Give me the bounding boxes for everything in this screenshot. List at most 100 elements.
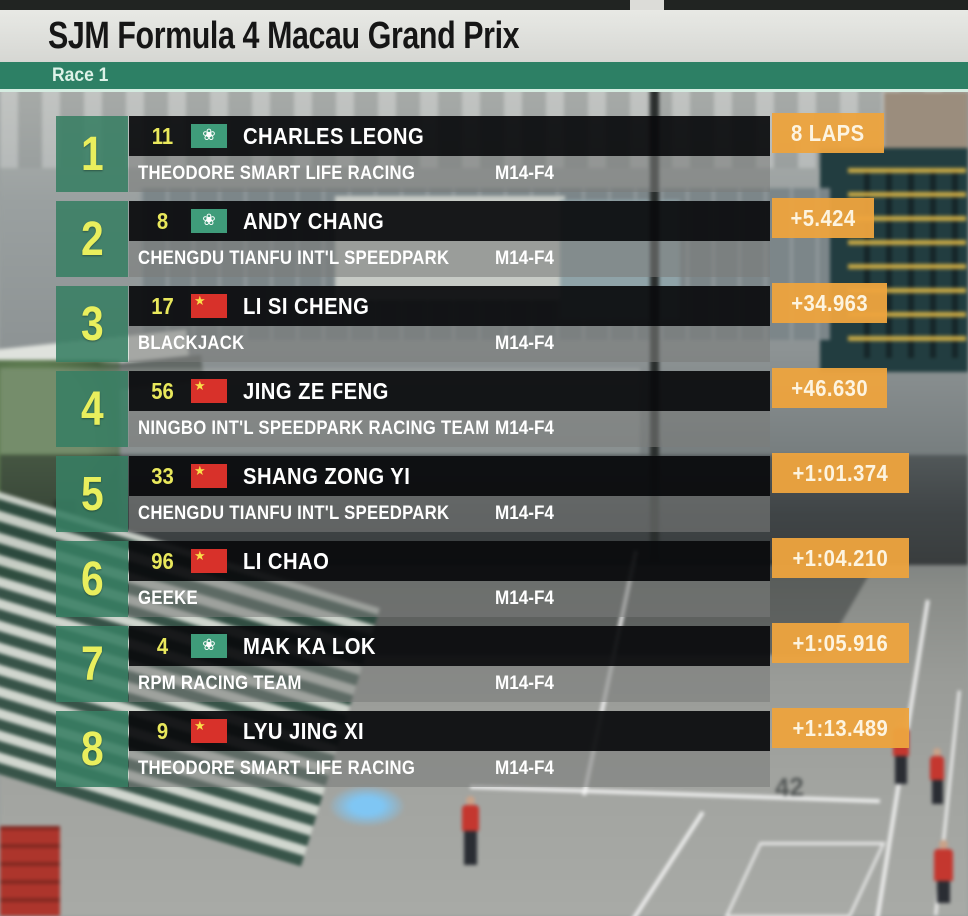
gap-value: +1:01.374 (792, 459, 889, 486)
lotus-glyph: ❀ (202, 127, 216, 144)
china-flag-icon: ★ (191, 294, 227, 318)
driver-line: 11 ❀ CHARLES LEONG (129, 116, 770, 156)
event-title: SJM Formula 4 Macau Grand Prix (48, 14, 520, 57)
china-flag-icon: ★ (191, 719, 227, 743)
position-box: 4 (56, 371, 128, 447)
team-line: THEODORE SMART LIFE RACING M14-F4 (129, 751, 770, 787)
row-main: 33 ★ SHANG ZONG YI CHENGDU TIANFU INT'L … (129, 456, 770, 532)
car-class: M14-F4 (495, 673, 554, 694)
gap-value: +1:13.489 (792, 714, 889, 741)
car-number: 9 (156, 717, 169, 744)
gap-badge: +1:05.916 (772, 623, 909, 663)
position-number: 7 (80, 637, 104, 691)
position-number: 5 (80, 467, 104, 521)
car-number: 17 (151, 292, 174, 319)
position-box: 1 (56, 116, 128, 192)
driver-name: JING ZE FENG (243, 377, 389, 404)
gap-badge: +46.630 (772, 368, 888, 408)
lotus-glyph: ❀ (202, 637, 216, 654)
star-glyph: ★ (194, 378, 206, 393)
car-class: M14-F4 (495, 758, 554, 779)
gap-badge: +1:01.374 (772, 453, 909, 493)
china-flag-icon: ★ (191, 464, 227, 488)
result-row: 5 33 ★ SHANG ZONG YI CHENGDU TIANFU INT'… (0, 453, 968, 532)
car-class: M14-F4 (495, 418, 554, 439)
row-main: 8 ❀ ANDY CHANG CHENGDU TIANFU INT'L SPEE… (129, 201, 770, 277)
result-row: 8 9 ★ LYU JING XI THEODORE SMART LIFE RA… (0, 708, 968, 787)
team-line: CHENGDU TIANFU INT'L SPEEDPARK M14-F4 (129, 241, 770, 277)
gap-value: +34.963 (791, 289, 869, 316)
team-line: BLACKJACK M14-F4 (129, 326, 770, 362)
gap-value: +46.630 (791, 374, 869, 401)
result-row: 3 17 ★ LI SI CHENG BLACKJACK M14-F4 +34.… (0, 283, 968, 362)
position-box: 6 (56, 541, 128, 617)
china-flag-icon: ★ (191, 379, 227, 403)
session-bar: Race 1 (0, 62, 968, 89)
position-box: 7 (56, 626, 128, 702)
lotus-glyph: ❀ (202, 212, 216, 229)
gap-badge: +5.424 (772, 198, 874, 238)
macau-flag-icon: ❀ (191, 634, 227, 658)
driver-name: LYU JING XI (243, 717, 365, 744)
position-box: 8 (56, 711, 128, 787)
star-glyph: ★ (194, 548, 206, 563)
gap-value: +1:05.916 (792, 629, 889, 656)
team-line: RPM RACING TEAM M14-F4 (129, 666, 770, 702)
top-strip (0, 0, 968, 10)
driver-line: 4 ❀ MAK KA LOK (129, 626, 770, 666)
car-class: M14-F4 (495, 503, 554, 524)
china-flag-icon: ★ (191, 549, 227, 573)
blue-flare (330, 786, 404, 826)
team-name: CHENGDU TIANFU INT'L SPEEDPARK (138, 503, 450, 524)
gap-badge: +1:13.489 (772, 708, 909, 748)
result-row: 2 8 ❀ ANDY CHANG CHENGDU TIANFU INT'L SP… (0, 198, 968, 277)
team-name: RPM RACING TEAM (138, 673, 302, 694)
gap-badge: +34.963 (772, 283, 888, 323)
star-glyph: ★ (194, 463, 206, 478)
gap-value: +5.424 (790, 204, 856, 231)
driver-line: 17 ★ LI SI CHENG (129, 286, 770, 326)
gap-badge: +1:04.210 (772, 538, 909, 578)
driver-line: 56 ★ JING ZE FENG (129, 371, 770, 411)
car-class: M14-F4 (495, 163, 554, 184)
position-number: 8 (80, 722, 104, 776)
result-row: 6 96 ★ LI CHAO GEEKE M14-F4 +1:04.210 (0, 538, 968, 617)
car-number: 56 (151, 377, 174, 404)
macau-flag-icon: ❀ (191, 209, 227, 233)
gap-value: 8 LAPS (791, 119, 865, 146)
car-number: 96 (151, 547, 174, 574)
row-main: 96 ★ LI CHAO GEEKE M14-F4 (129, 541, 770, 617)
driver-line: 96 ★ LI CHAO (129, 541, 770, 581)
driver-line: 9 ★ LYU JING XI (129, 711, 770, 751)
team-line: NINGBO INT'L SPEEDPARK RACING TEAM M14-F… (129, 411, 770, 447)
result-row: 7 4 ❀ MAK KA LOK RPM RACING TEAM M14-F4 … (0, 623, 968, 702)
car-number: 33 (151, 462, 174, 489)
result-row: 4 56 ★ JING ZE FENG NINGBO INT'L SPEEDPA… (0, 368, 968, 447)
row-main: 11 ❀ CHARLES LEONG THEODORE SMART LIFE R… (129, 116, 770, 192)
driver-name: ANDY CHANG (243, 207, 385, 234)
team-line: GEEKE M14-F4 (129, 581, 770, 617)
position-number: 2 (80, 212, 104, 266)
row-main: 4 ❀ MAK KA LOK RPM RACING TEAM M14-F4 (129, 626, 770, 702)
row-main: 9 ★ LYU JING XI THEODORE SMART LIFE RACI… (129, 711, 770, 787)
top-strip-notch (630, 0, 664, 10)
star-glyph: ★ (194, 718, 206, 733)
macau-flag-icon: ❀ (191, 124, 227, 148)
car-number: 8 (156, 207, 169, 234)
car-number: 11 (151, 122, 174, 149)
session-name: Race 1 (52, 64, 109, 86)
gap-value: +1:04.210 (792, 544, 889, 571)
position-box: 5 (56, 456, 128, 532)
red-barrier (0, 826, 60, 916)
car-class: M14-F4 (495, 333, 554, 354)
car-class: M14-F4 (495, 588, 554, 609)
team-name: GEEKE (138, 588, 198, 609)
header-bar: SJM Formula 4 Macau Grand Prix (0, 10, 968, 62)
gap-badge: 8 LAPS (772, 113, 884, 153)
driver-name: SHANG ZONG YI (243, 462, 411, 489)
driver-line: 33 ★ SHANG ZONG YI (129, 456, 770, 496)
driver-line: 8 ❀ ANDY CHANG (129, 201, 770, 241)
driver-name: MAK KA LOK (243, 632, 376, 659)
